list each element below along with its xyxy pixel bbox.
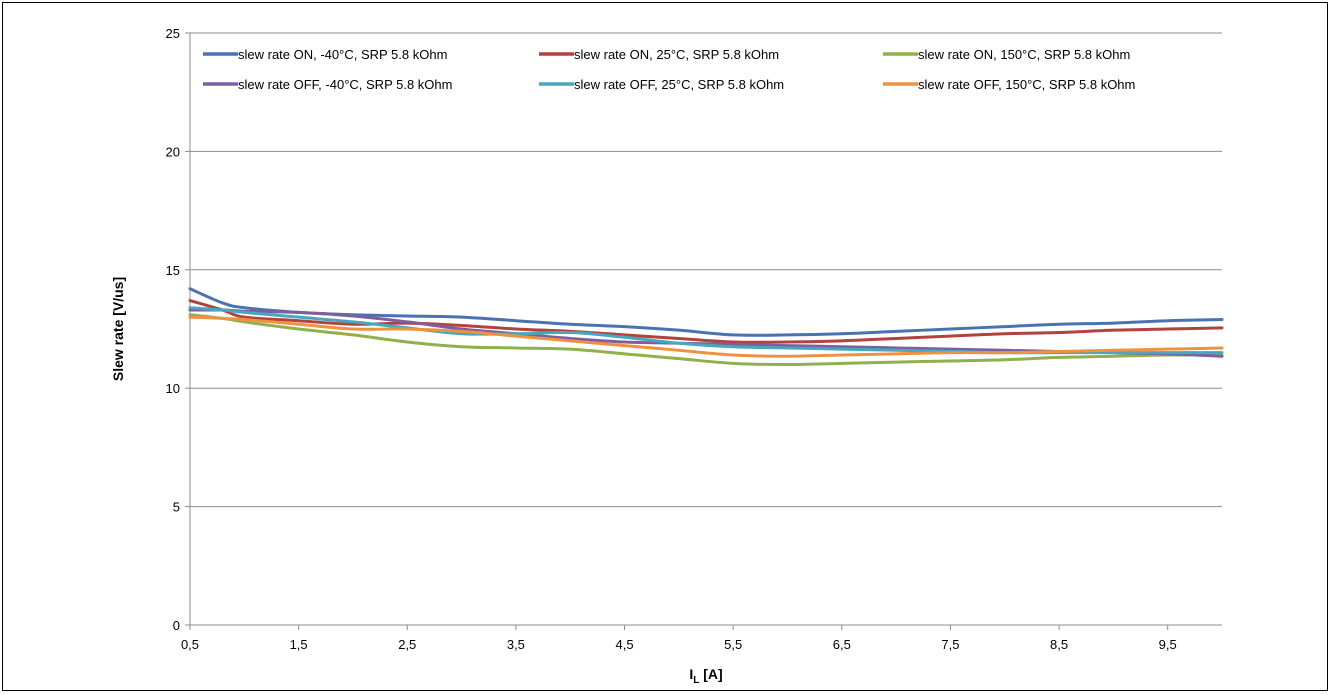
axis-titles: Slew rate [V/us] IL [A] xyxy=(110,277,723,686)
legend-label: slew rate ON, -40°C, SRP 5.8 kOhm xyxy=(238,47,447,62)
legend-label: slew rate ON, 25°C, SRP 5.8 kOhm xyxy=(574,47,779,62)
axes: 0 5 10 15 20 25 0,5 1,5 2,5 3,5 4,5 5,5 6,5 7,5 8,5 9,5 xyxy=(166,26,1222,652)
series-line-3 xyxy=(188,313,1224,367)
x-tick-label: 6,5 xyxy=(833,637,851,652)
series-line-6 xyxy=(188,315,1224,358)
x-tick-label: 1,5 xyxy=(290,637,308,652)
x-axis-title-main: I xyxy=(689,666,693,682)
y-tick-label: 5 xyxy=(173,500,180,515)
x-axis-title-unit: [A] xyxy=(699,666,722,682)
y-tick-label: 20 xyxy=(166,144,180,159)
legend-label: slew rate ON, 150°C, SRP 5.8 kOhm xyxy=(918,47,1130,62)
x-tick-label: 3,5 xyxy=(507,637,525,652)
x-tick-label: 7,5 xyxy=(941,637,959,652)
legend: slew rate ON, -40°C, SRP 5.8 kOhm slew ra… xyxy=(203,47,1135,92)
x-axis-title-subscript: L xyxy=(693,675,699,686)
x-axis-title: IL [A] xyxy=(689,666,722,686)
x-tick-label: 5,5 xyxy=(724,637,742,652)
y-tick-label: 0 xyxy=(173,618,180,633)
legend-label: slew rate OFF, -40°C, SRP 5.8 kOhm xyxy=(238,77,452,92)
y-tick-label: 25 xyxy=(166,26,180,41)
legend-label: slew rate OFF, 150°C, SRP 5.8 kOhm xyxy=(918,77,1135,92)
legend-label: slew rate OFF, 25°C, SRP 5.8 kOhm xyxy=(574,77,784,92)
y-tick-label: 15 xyxy=(166,263,180,278)
y-tick-label: 10 xyxy=(166,381,180,396)
y-axis-title: Slew rate [V/us] xyxy=(110,277,126,381)
x-tick-label: 9,5 xyxy=(1159,637,1177,652)
series-line-2 xyxy=(188,299,1224,344)
x-tick-label: 8,5 xyxy=(1050,637,1068,652)
x-tick-label: 2,5 xyxy=(398,637,416,652)
x-tick-label: 0,5 xyxy=(181,637,199,652)
series-lines xyxy=(188,287,1224,367)
x-tick-label: 4,5 xyxy=(615,637,633,652)
